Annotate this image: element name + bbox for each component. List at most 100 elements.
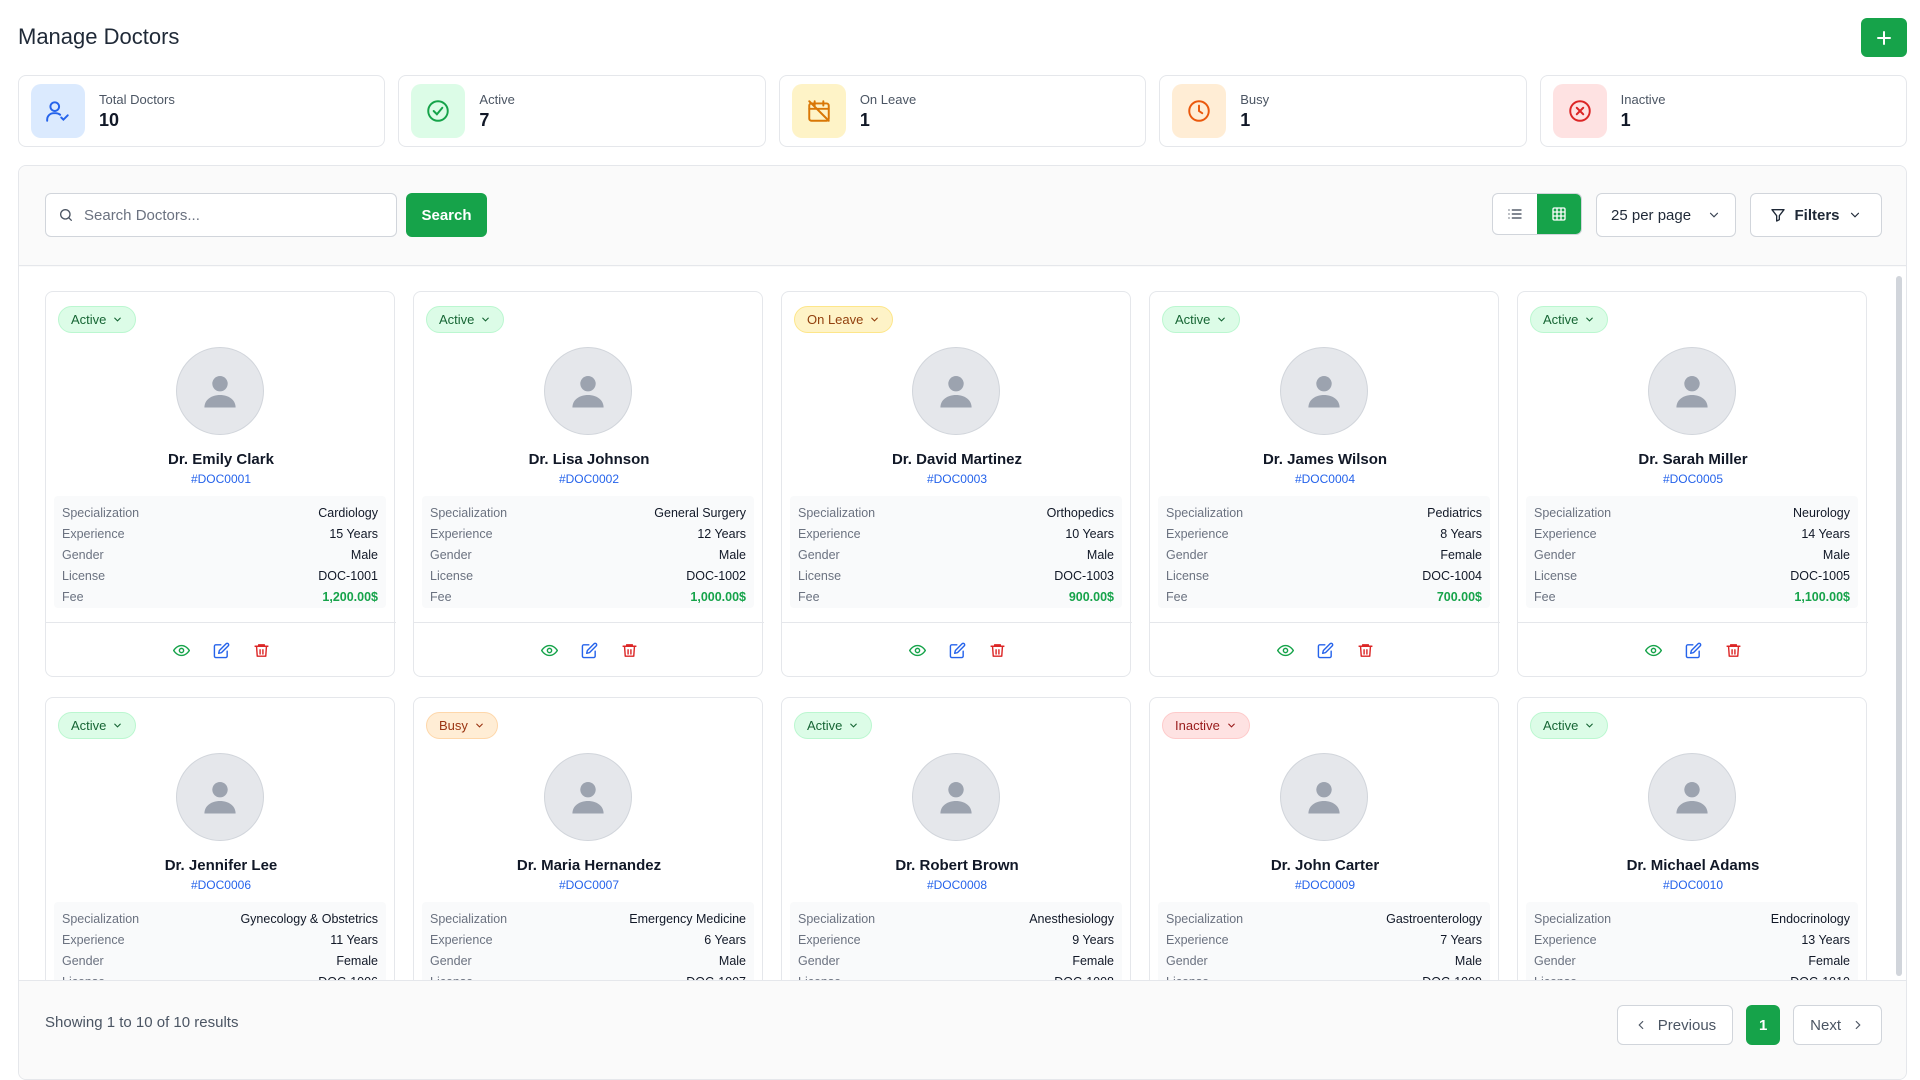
edit-button[interactable] — [1684, 642, 1702, 660]
edit-button[interactable] — [1316, 642, 1334, 660]
stat-value: 1 — [1240, 109, 1251, 130]
status-badge[interactable]: Inactive — [1162, 712, 1250, 739]
detail-value: Gynecology & Obstetrics — [240, 911, 378, 926]
doctor-id[interactable]: #DOC0003 — [926, 472, 988, 486]
doctor-id[interactable]: #DOC0001 — [190, 472, 252, 486]
doctor-id[interactable]: #DOC0005 — [1662, 472, 1724, 486]
detail-row-specialization: Specialization Anesthesiology — [798, 908, 1114, 929]
status-badge[interactable]: Active — [1530, 712, 1609, 739]
delete-button[interactable] — [1356, 642, 1374, 660]
list-view-button[interactable] — [1493, 194, 1537, 234]
detail-row-experience: Experience 15 Years — [62, 523, 378, 544]
chevron-right-icon — [1855, 1020, 1861, 1030]
edit-button[interactable] — [948, 642, 966, 660]
view-button[interactable] — [908, 642, 926, 660]
doctor-name: Dr. Lisa Johnson — [528, 451, 650, 468]
stat-active: Active 7 — [398, 75, 766, 147]
detail-label: Gender — [62, 547, 104, 562]
status-badge[interactable]: Busy — [426, 712, 498, 739]
detail-row-experience: Experience 7 Years — [1166, 929, 1482, 950]
grid-scrollbar[interactable] — [1896, 276, 1902, 976]
filters-label: Filters — [1794, 206, 1840, 224]
view-button[interactable] — [1644, 642, 1662, 660]
trash-icon — [621, 644, 637, 657]
doctor-name: Dr. Maria Hernandez — [516, 857, 662, 874]
user-icon — [572, 375, 604, 408]
status-badge[interactable]: Active — [426, 306, 505, 333]
detail-value: Male — [718, 547, 746, 562]
doctor-card: On Leave Dr. David Martinez #DOC0003 Spe… — [781, 291, 1132, 677]
doctor-card: Inactive Dr. John Carter #DOC0009 Specia… — [1149, 697, 1499, 980]
next-label: Next — [1810, 1016, 1841, 1034]
detail-label: Experience — [430, 526, 493, 541]
doctor-id[interactable]: #DOC0009 — [1294, 878, 1356, 892]
detail-value: DOC-1005 — [1790, 568, 1850, 583]
edit-button[interactable] — [580, 642, 598, 660]
status-badge[interactable]: Active — [1530, 306, 1609, 333]
delete-button[interactable] — [620, 642, 638, 660]
detail-row-license: License DOC-1004 — [1166, 565, 1482, 586]
doctor-id[interactable]: #DOC0010 — [1662, 878, 1724, 892]
grid-icon — [1552, 207, 1566, 221]
doctor-details: Specialization Neurology Experience 14 Y… — [1526, 496, 1858, 608]
plus-icon — [1877, 30, 1891, 45]
filter-icon — [1771, 209, 1786, 222]
per-page-select[interactable]: 25 per page — [1596, 193, 1736, 237]
page-1-button[interactable]: 1 — [1746, 1005, 1781, 1045]
detail-label: Gender — [1534, 547, 1576, 562]
detail-label: Experience — [1166, 526, 1229, 541]
stat-label: Total Doctors — [99, 91, 175, 107]
detail-value: Female — [1440, 547, 1482, 562]
detail-label: License — [62, 568, 106, 583]
chevron-down-icon — [482, 317, 490, 322]
detail-value: DOC-1001 — [318, 568, 378, 583]
pagination: Previous 1 Next — [1616, 1005, 1882, 1045]
list-icon — [1508, 209, 1522, 219]
detail-row-license: License DOC-1001 — [62, 565, 378, 586]
chevron-down-icon — [1227, 723, 1235, 728]
stat-label: On Leave — [859, 91, 917, 107]
previous-button[interactable]: Previous — [1616, 1005, 1734, 1045]
detail-value: DOC-1002 — [686, 568, 746, 583]
delete-button[interactable] — [252, 642, 270, 660]
status-label: On Leave — [807, 312, 864, 327]
avatar — [912, 347, 1000, 435]
edit-button[interactable] — [212, 642, 230, 660]
detail-row-fee: Fee 700.00$ — [1166, 586, 1482, 607]
detail-row-gender: Gender Male — [798, 544, 1114, 565]
doctor-id[interactable]: #DOC0008 — [926, 878, 988, 892]
add-doctor-button[interactable] — [1861, 18, 1907, 57]
detail-row-gender: Gender Male — [430, 950, 746, 971]
doctor-name: Dr. David Martinez — [891, 451, 1023, 468]
search-input[interactable] — [84, 206, 364, 224]
detail-value: DOC-1004 — [1422, 568, 1482, 583]
status-badge[interactable]: Active — [794, 712, 873, 739]
view-button[interactable] — [1276, 642, 1294, 660]
next-button[interactable]: Next — [1793, 1005, 1882, 1045]
delete-button[interactable] — [1724, 642, 1742, 660]
grid-view-button[interactable] — [1537, 194, 1581, 234]
status-badge[interactable]: On Leave — [794, 306, 894, 333]
view-button[interactable] — [172, 642, 190, 660]
detail-label: Fee — [62, 589, 84, 604]
detail-label: Specialization — [62, 911, 140, 926]
doctor-id[interactable]: #DOC0006 — [190, 878, 252, 892]
view-button[interactable] — [540, 642, 558, 660]
detail-value: Pediatrics — [1427, 505, 1482, 520]
detail-value: 14 Years — [1801, 526, 1850, 541]
eye-icon — [540, 644, 558, 657]
status-badge[interactable]: Active — [58, 712, 137, 739]
filters-button[interactable]: Filters — [1750, 193, 1882, 237]
doctor-id[interactable]: #DOC0002 — [558, 472, 620, 486]
stat-value: 1 — [1620, 109, 1631, 130]
doctor-details: Specialization Pediatrics Experience 8 Y… — [1158, 496, 1490, 608]
doctor-id[interactable]: #DOC0004 — [1294, 472, 1356, 486]
stat-value: 1 — [859, 109, 870, 130]
doctor-id[interactable]: #DOC0007 — [558, 878, 620, 892]
pagination-footer: Showing 1 to 10 of 10 results Previous 1… — [19, 980, 1906, 1079]
user-icon — [1676, 781, 1708, 814]
delete-button[interactable] — [988, 642, 1006, 660]
status-badge[interactable]: Active — [58, 306, 137, 333]
search-button[interactable]: Search — [406, 193, 487, 237]
status-badge[interactable]: Active — [1162, 306, 1241, 333]
